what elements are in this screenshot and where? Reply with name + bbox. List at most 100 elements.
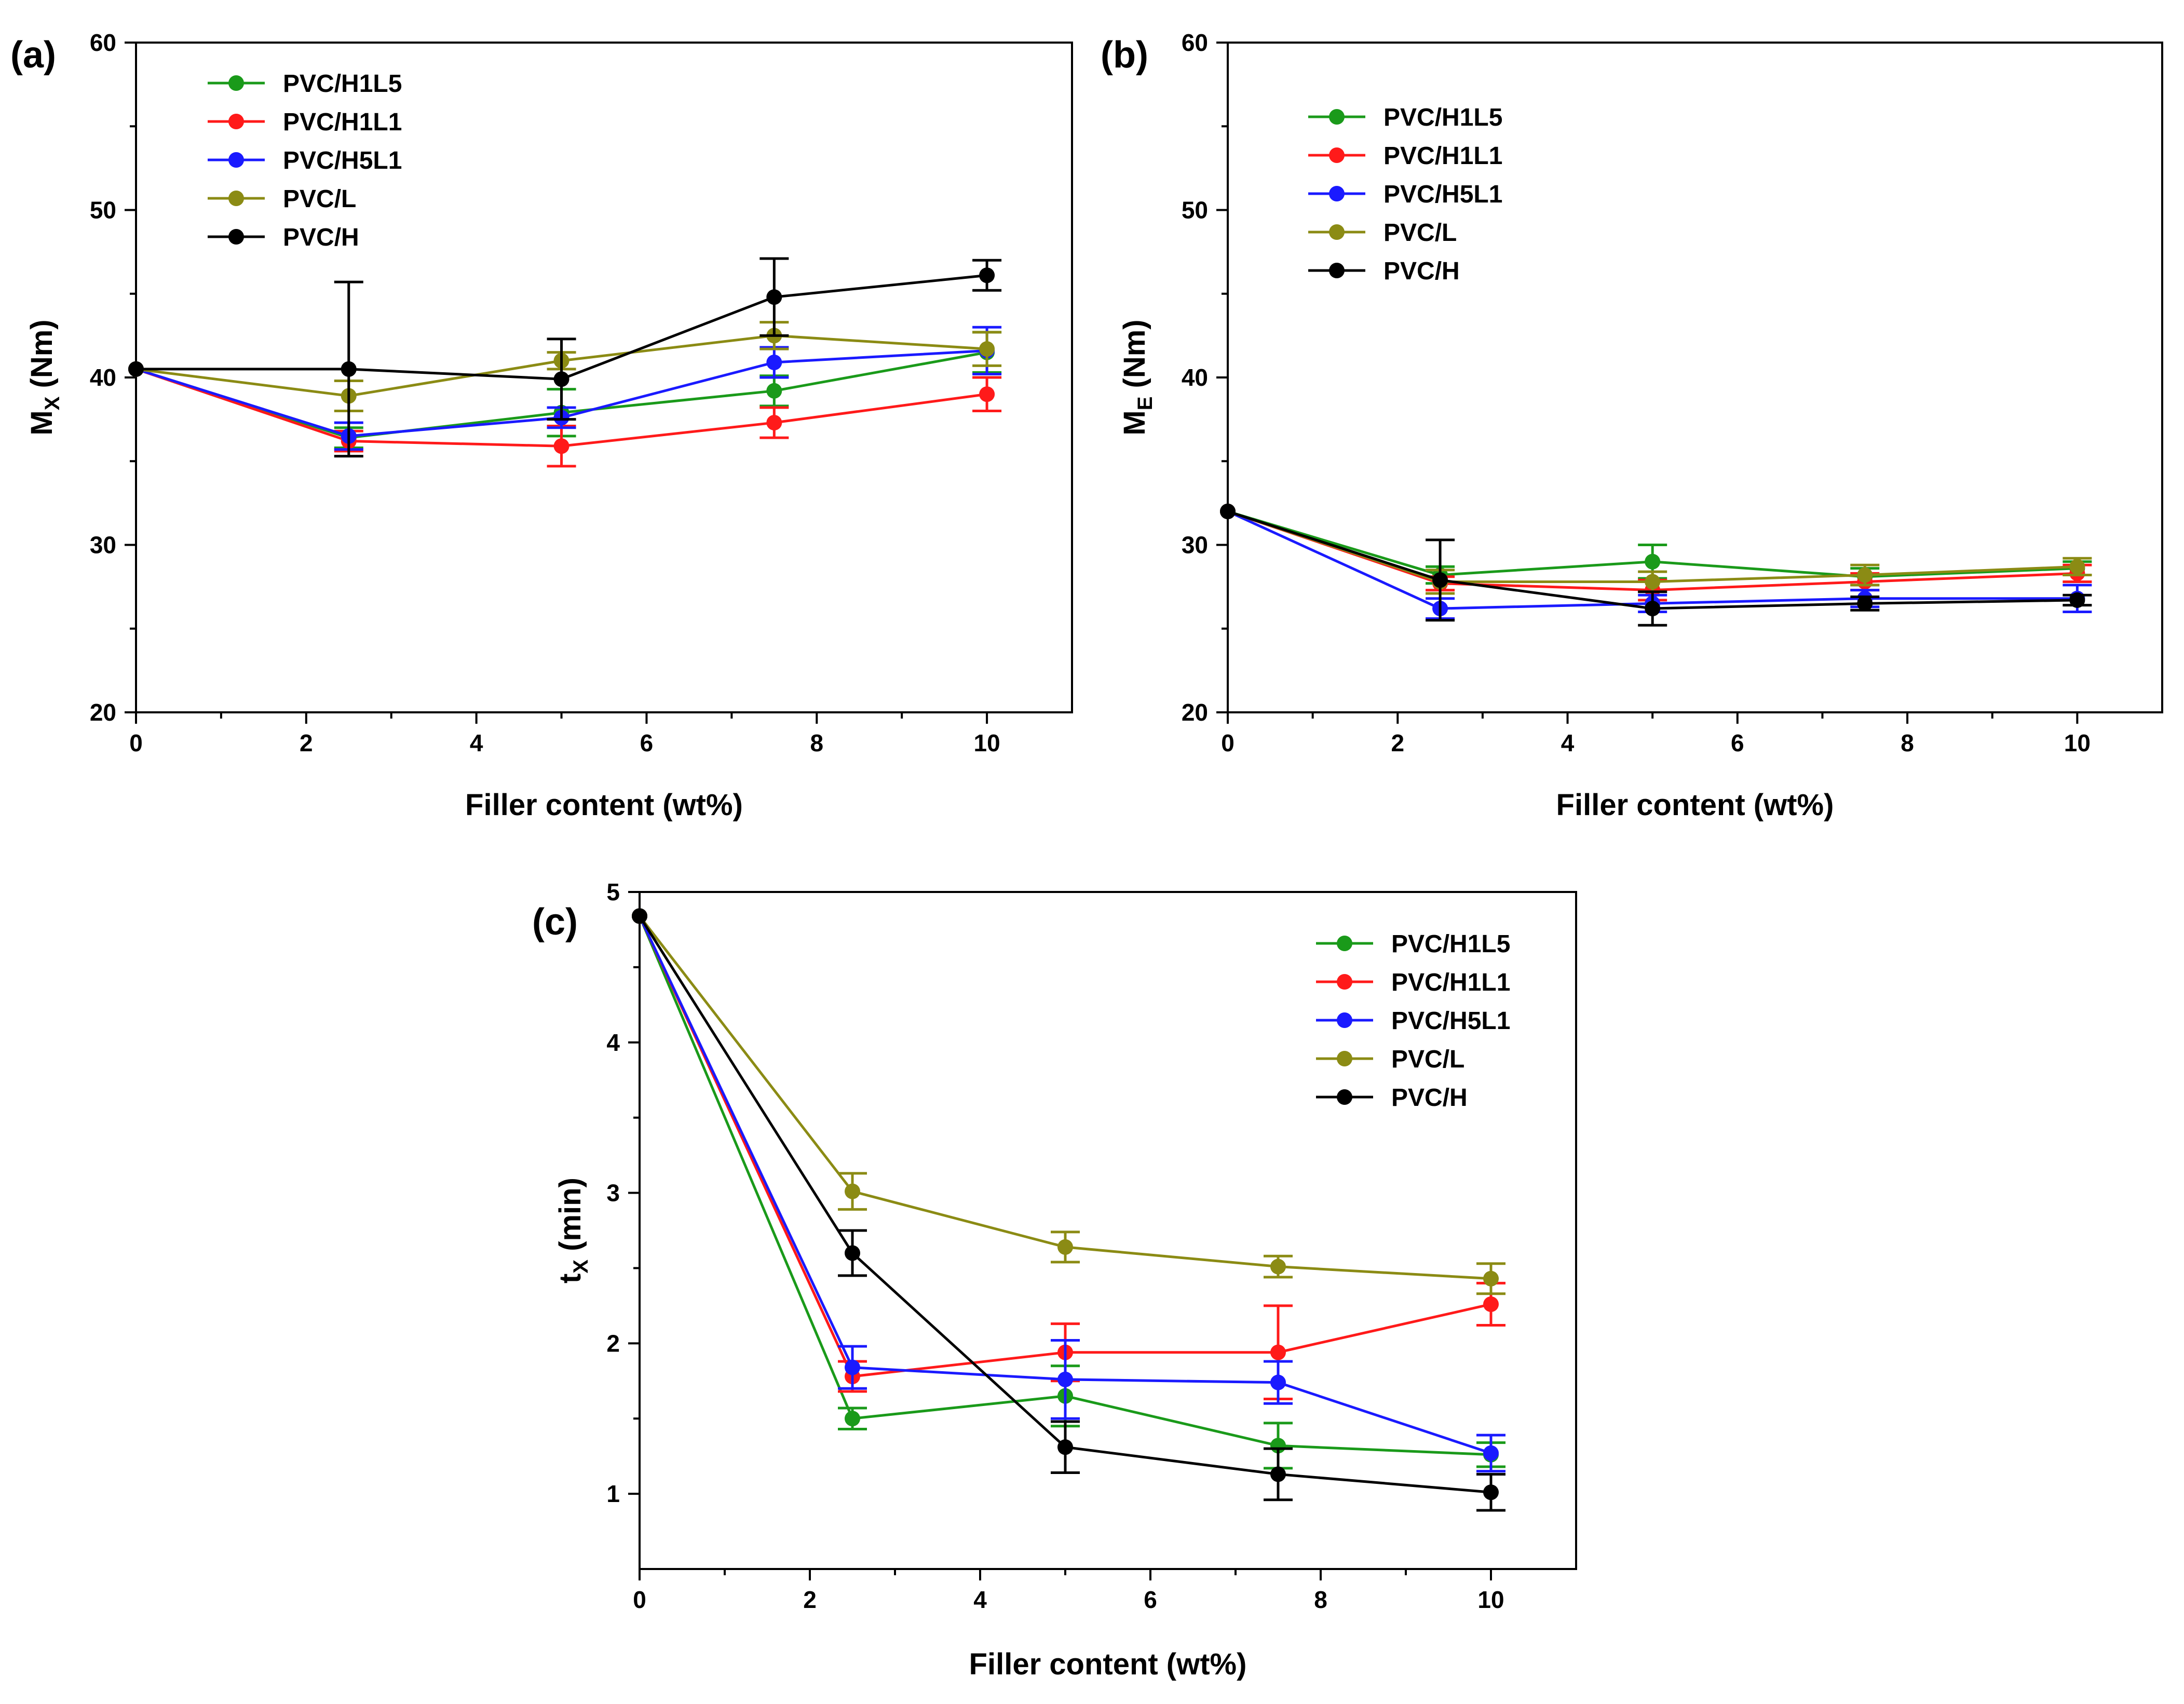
legend-label: PVC/L [1383, 219, 1457, 247]
x-tick-label: 10 [1477, 1586, 1504, 1613]
legend-label: PVC/H1L1 [283, 109, 402, 136]
data-point [979, 341, 995, 357]
y-tick-label: 20 [1182, 699, 1208, 726]
legend-label: PVC/H [283, 224, 359, 251]
legend-label: PVC/H5L1 [1391, 1007, 1510, 1035]
x-tick-label: 2 [300, 729, 313, 756]
legend-label: PVC/H [1383, 258, 1460, 285]
data-point [2069, 592, 2085, 608]
data-point [1270, 1344, 1286, 1360]
y-tick-label: 3 [606, 1180, 620, 1207]
panel-label: (a) [10, 34, 56, 76]
plot-frame [639, 891, 1577, 1570]
data-point [1057, 1239, 1073, 1255]
series-PVC/L [128, 321, 1002, 412]
y-tick-label: 2 [606, 1330, 620, 1357]
y-tick-label: 60 [1182, 29, 1208, 56]
y-tick-label: 1 [606, 1480, 620, 1507]
y-tick-label: 30 [90, 532, 116, 559]
y-tick-label: 20 [90, 699, 116, 726]
data-point [1645, 553, 1661, 570]
data-point [766, 415, 782, 431]
x-tick-label: 8 [810, 729, 823, 756]
chart-panel-1: 0 2 4 6 8 10 20 30 40 50 60 Filler content (wt%) ME … [1101, 29, 2163, 822]
data-point [979, 386, 995, 402]
data-point [1057, 1439, 1073, 1455]
data-point [766, 289, 782, 305]
data-point [1483, 1296, 1499, 1312]
legend-label: PVC/H1L1 [1383, 142, 1502, 170]
series-PVC/L [632, 908, 1505, 1295]
legend-marker [1329, 147, 1345, 163]
data-point [553, 371, 569, 387]
y-axis-title: ME (Nm) [1118, 319, 1157, 435]
x-tick-label: 4 [470, 729, 483, 756]
data-point [766, 383, 782, 399]
legend-label: PVC/H1L5 [283, 70, 402, 98]
x-tick-label: 4 [1561, 729, 1575, 756]
legend-label: PVC/H5L1 [1383, 181, 1502, 208]
x-tick-label: 4 [973, 1586, 987, 1613]
x-tick-label: 0 [1221, 729, 1235, 756]
legend-marker [1337, 1089, 1352, 1105]
data-point [128, 361, 144, 377]
plot-frame [1227, 42, 2163, 713]
legend-label: PVC/H1L5 [1383, 104, 1502, 131]
x-tick-label: 10 [974, 729, 1000, 756]
y-tick-label: 4 [606, 1029, 620, 1056]
data-point [1270, 1259, 1286, 1275]
y-axis-title: tX (min) [553, 1178, 592, 1283]
y-tick-label: 50 [1182, 197, 1208, 224]
legend-marker [228, 114, 244, 129]
data-point [1645, 601, 1661, 617]
y-tick-label: 60 [90, 29, 116, 56]
x-tick-label: 6 [1731, 729, 1744, 756]
data-point [979, 267, 995, 283]
x-axis-title: Filler content (wt%) [969, 1647, 1247, 1681]
legend-label: PVC/H5L1 [283, 147, 402, 174]
legend-marker [1329, 186, 1345, 201]
data-point [1645, 574, 1661, 590]
data-point [2069, 559, 2085, 575]
data-point [1483, 1270, 1499, 1287]
series-PVC/H5L1 [632, 908, 1505, 1473]
data-point [766, 354, 782, 370]
legend-label: PVC/H1L5 [1391, 930, 1510, 958]
x-tick-label: 2 [803, 1586, 817, 1613]
legend-marker [228, 191, 244, 206]
panel-label: (b) [1101, 34, 1148, 76]
data-point [1857, 596, 1873, 612]
legend-label: PVC/L [1391, 1046, 1464, 1073]
series-PVC/H [632, 908, 1505, 1512]
data-point [632, 908, 647, 924]
legend-marker [228, 75, 244, 91]
data-point [1857, 567, 1873, 583]
legend-marker [1337, 936, 1352, 951]
y-tick-label: 30 [1182, 532, 1208, 559]
x-tick-label: 10 [2064, 729, 2091, 756]
data-point [1270, 1466, 1286, 1482]
plot-frame [135, 42, 1073, 713]
series-line [638, 915, 1491, 1378]
data-point [845, 1359, 860, 1375]
data-point [845, 1245, 860, 1261]
data-point [1270, 1374, 1286, 1390]
legend-marker [228, 229, 244, 245]
data-point [1483, 1445, 1499, 1461]
series-PVC/H1L5 [128, 331, 1002, 449]
legend-label: PVC/H1L1 [1391, 969, 1510, 996]
x-tick-label: 8 [1314, 1586, 1327, 1613]
chart-panel-0: 0 2 4 6 8 10 20 30 40 50 60 Filler content (wt%) MX … [10, 29, 1073, 822]
series-PVC/H [1220, 504, 2092, 627]
y-axis-title: MX (Nm) [25, 319, 64, 435]
x-axis-title: Filler content (wt%) [465, 788, 743, 822]
x-tick-label: 6 [1144, 1586, 1157, 1613]
x-tick-label: 0 [129, 729, 143, 756]
x-tick-label: 8 [1901, 729, 1914, 756]
y-tick-label: 40 [1182, 364, 1208, 391]
series-PVC/H1L1 [632, 908, 1505, 1401]
data-point [1432, 572, 1448, 588]
legend-marker [228, 152, 244, 168]
